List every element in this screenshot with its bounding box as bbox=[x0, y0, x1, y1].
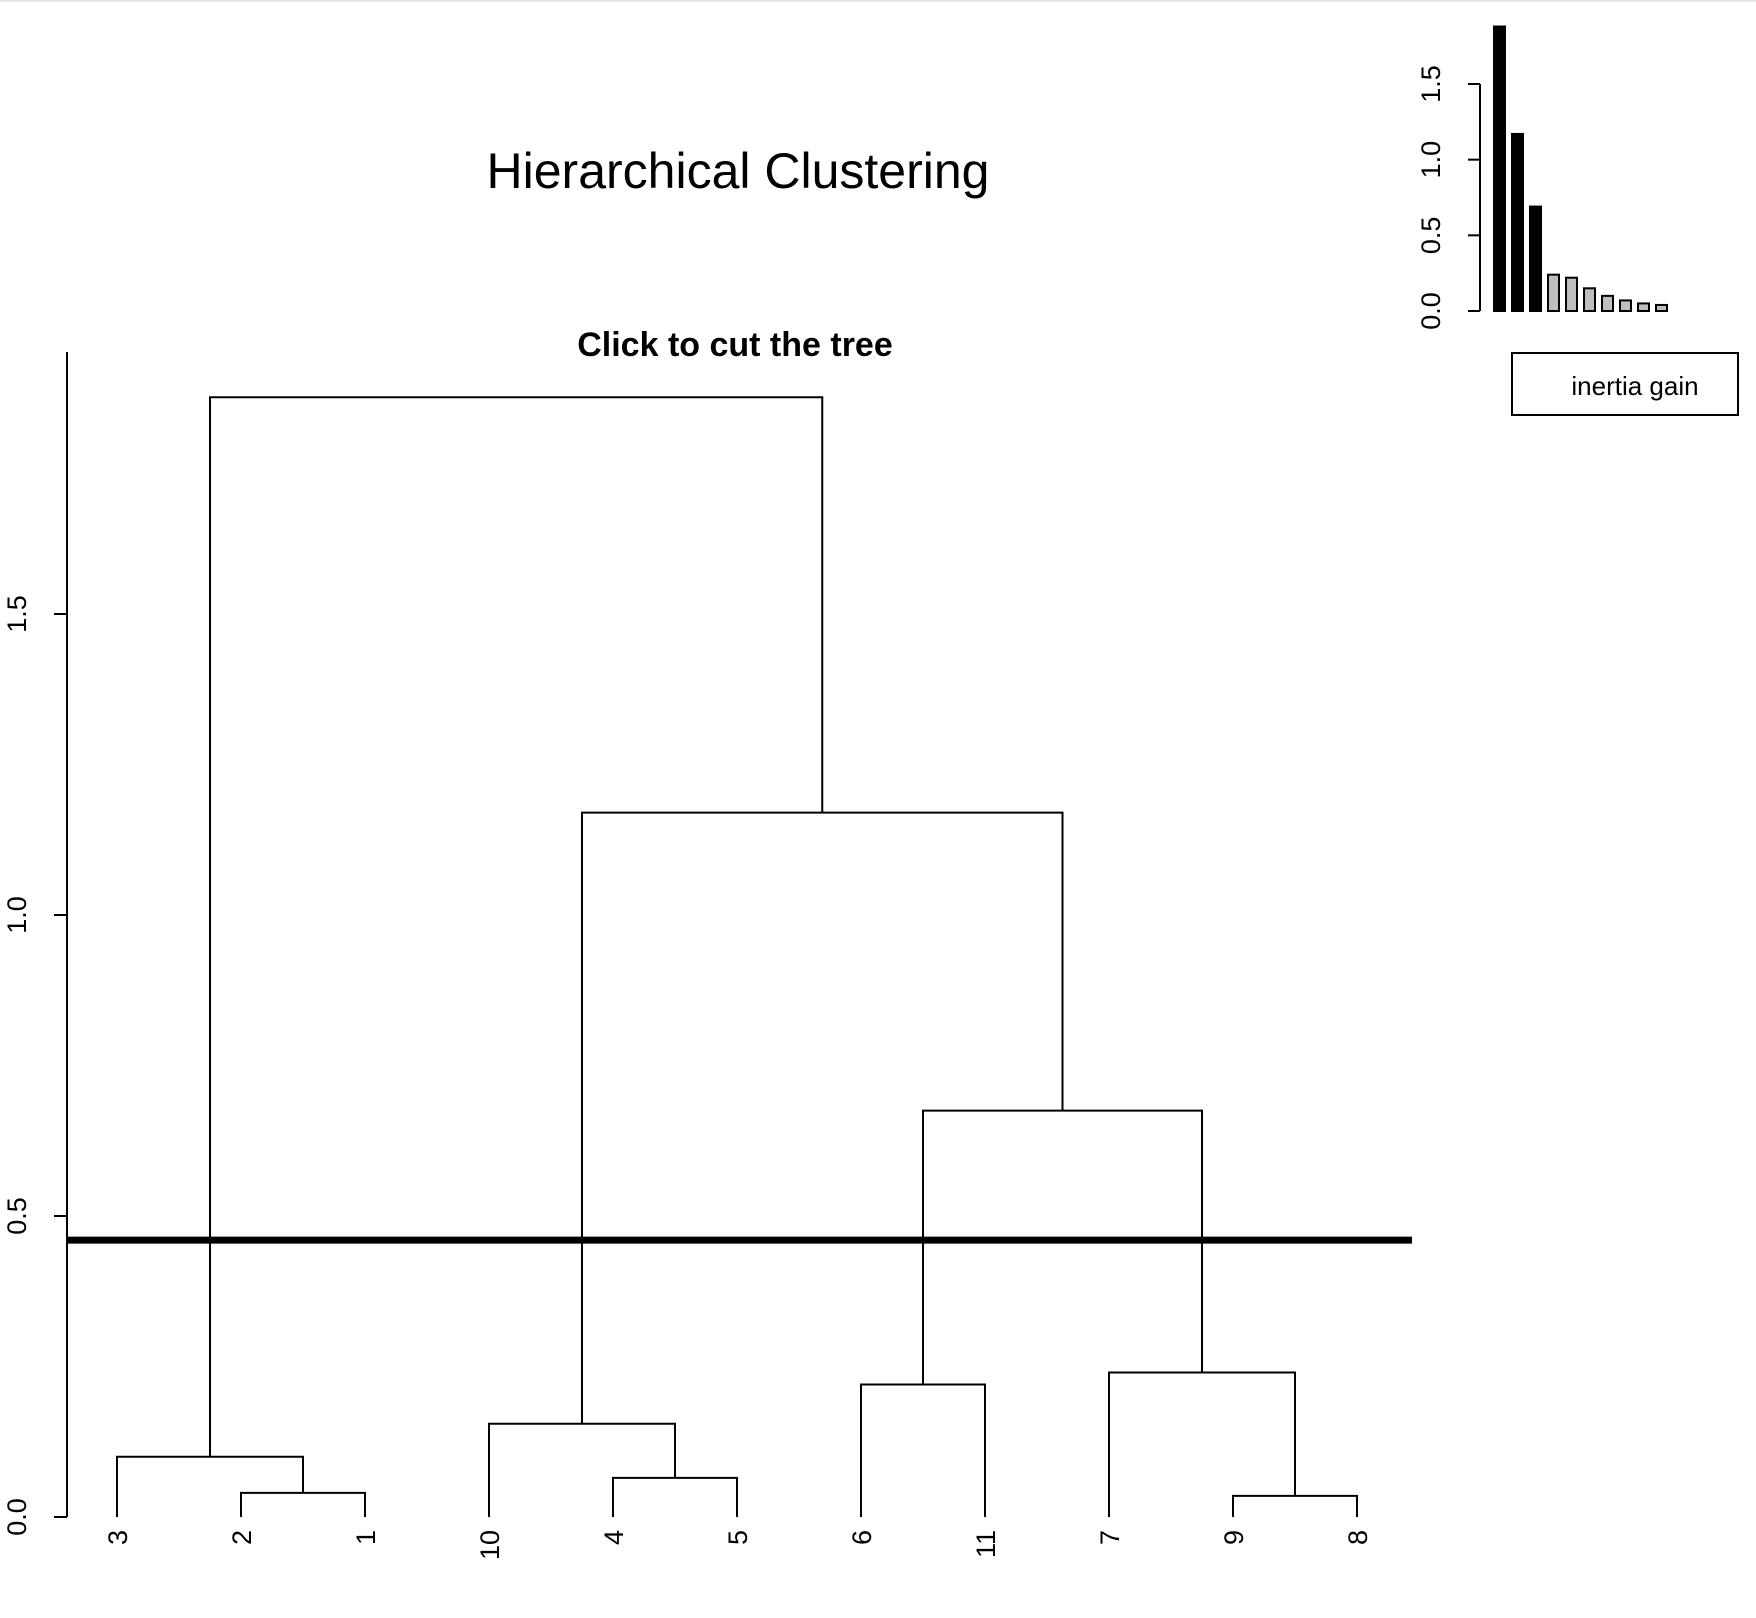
y-tick-label: 0.5 bbox=[2, 1197, 32, 1235]
dendrogram-link bbox=[581, 811, 1064, 1424]
leaf-label: 6 bbox=[847, 1530, 877, 1545]
dendrogram-link bbox=[209, 396, 824, 1457]
leaf-label: 2 bbox=[227, 1530, 257, 1545]
dendrogram-link bbox=[116, 1455, 304, 1517]
inertia-bar bbox=[1655, 303, 1668, 312]
legend: inertia gain bbox=[1511, 352, 1739, 416]
y-tick-label: 0.0 bbox=[2, 1498, 32, 1536]
leaf-label: 3 bbox=[103, 1530, 133, 1545]
dendrogram-link bbox=[922, 1109, 1203, 1385]
dendrogram-tree[interactable] bbox=[116, 396, 1358, 1517]
dendrogram-link bbox=[612, 1476, 738, 1517]
inertia-bar bbox=[1619, 299, 1632, 313]
legend-box bbox=[1511, 352, 1739, 416]
dendrogram-link bbox=[860, 1383, 986, 1517]
legend-label: inertia gain bbox=[1571, 371, 1698, 401]
inertia-bar bbox=[1547, 273, 1560, 312]
chart-subtitle: Click to cut the tree bbox=[577, 326, 893, 364]
chart-title: Hierarchical Clustering bbox=[487, 143, 990, 199]
inertia-bar bbox=[1493, 25, 1506, 312]
inertia-y-tick-label: 0.0 bbox=[1416, 292, 1446, 330]
dendrogram-link bbox=[488, 1422, 676, 1517]
inertia-bar bbox=[1583, 287, 1596, 312]
inertia-bar bbox=[1511, 132, 1524, 312]
y-tick-label: 1.5 bbox=[2, 595, 32, 633]
leaf-label: 7 bbox=[1095, 1530, 1125, 1545]
inertia-y-tick-label: 1.0 bbox=[1416, 141, 1446, 179]
inertia-bar bbox=[1529, 205, 1542, 312]
leaf-label: 8 bbox=[1343, 1530, 1373, 1545]
dendrogram-link bbox=[1232, 1494, 1358, 1517]
inertia-bar bbox=[1601, 294, 1614, 313]
dendrogram-y-axis: 0.0 0.5 1.0 1.5 bbox=[2, 352, 68, 1536]
leaf-label: 5 bbox=[723, 1530, 753, 1545]
leaf-label: 1 bbox=[351, 1530, 381, 1545]
dendrogram-leaf-labels: 3 2 1 10 4 5 6 11 7 9 8 bbox=[103, 1530, 1373, 1560]
inertia-y-axis: 0.0 0.5 1.0 1.5 bbox=[1416, 65, 1481, 330]
inertia-y-tick-label: 1.5 bbox=[1416, 65, 1446, 103]
inertia-bar bbox=[1565, 276, 1578, 312]
inertia-bar bbox=[1637, 302, 1650, 312]
inertia-y-tick-label: 0.5 bbox=[1416, 217, 1446, 255]
inertia-bars bbox=[1493, 25, 1668, 313]
dendrogram-link bbox=[240, 1491, 366, 1517]
leaf-label: 4 bbox=[599, 1530, 629, 1545]
leaf-label: 10 bbox=[475, 1530, 505, 1560]
leaf-label: 11 bbox=[971, 1530, 1001, 1558]
leaf-label: 9 bbox=[1219, 1530, 1249, 1545]
y-tick-label: 1.0 bbox=[2, 896, 32, 934]
